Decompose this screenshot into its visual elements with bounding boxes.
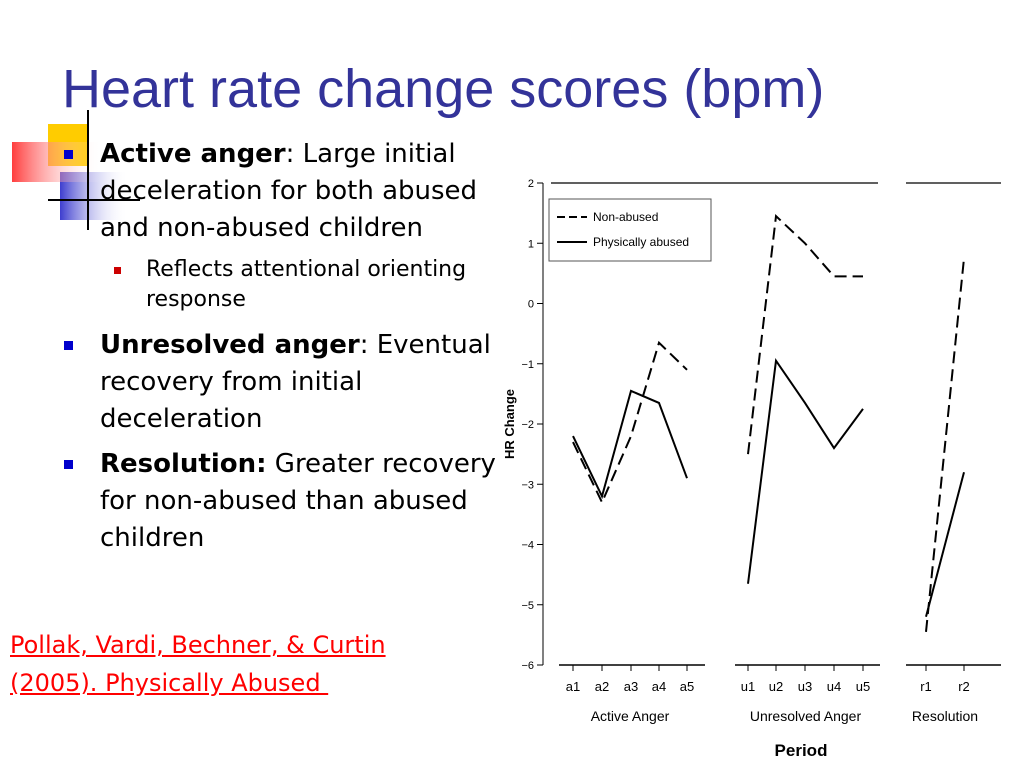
bullet-punct: :	[285, 139, 295, 169]
series-line-physically-abused	[572, 389, 688, 500]
bullet-list: Active anger: Large initial deceleration…	[60, 136, 500, 596]
x-axis-label: Period	[775, 741, 828, 760]
group-label: Unresolved Anger	[750, 708, 862, 724]
x-tick-label: a1	[566, 679, 580, 694]
y-tick-label: 0	[528, 299, 534, 311]
citation-link[interactable]: Pollak, Vardi, Bechner, & Curtin (2005).…	[10, 626, 386, 702]
sub-bullet-item: Reflects attentional orienting response	[100, 255, 500, 315]
series-line-non-abused	[925, 258, 965, 633]
bullet-bold: Unresolved anger	[100, 330, 360, 360]
legend-box	[548, 198, 712, 262]
slide-title: Heart rate change scores (bpm)	[62, 59, 825, 119]
y-tick-label: −3	[521, 479, 534, 491]
bullet-punct: :	[359, 330, 369, 360]
bullet-marker	[64, 460, 73, 469]
bullet-text: Resolution: Greater recovery for non-abu…	[100, 449, 496, 553]
bullet-item-active-anger: Active anger: Large initial deceleration…	[60, 136, 500, 315]
y-tick-label: −6	[521, 660, 534, 672]
x-tick-label: u2	[769, 679, 783, 694]
sub-bullet-list: Reflects attentional orienting response	[100, 255, 500, 315]
y-tick-label: 2	[528, 178, 534, 190]
citation-line[interactable]: Pollak, Vardi, Bechner, & Curtin	[10, 631, 386, 659]
x-tick-label: a4	[652, 679, 666, 694]
bullet-item-resolution: Resolution: Greater recovery for non-abu…	[60, 446, 500, 557]
sub-bullet-text: Reflects attentional orienting response	[146, 257, 467, 312]
x-tick-label: r1	[920, 679, 932, 694]
chart-svg: 2 1 0 −1 −2 −3 −4 −5 −6 HR Change a1 a2 a3 a4 a5 Active…	[502, 178, 1001, 760]
bullet-item-unresolved-anger: Unresolved anger: Eventual recovery from…	[60, 327, 500, 438]
y-tick-label: 1	[528, 238, 534, 250]
series-line-non-abused	[747, 214, 863, 455]
y-tick-label: −5	[521, 600, 534, 612]
bullet-body: Greater recovery for non-abused than abu…	[100, 449, 496, 553]
bullet-text: Active anger: Large initial deceleration…	[100, 139, 477, 243]
x-tick-label: u1	[741, 679, 755, 694]
x-tick-label: u5	[856, 679, 870, 694]
y-axis-label: HR Change	[502, 389, 517, 459]
bullet-marker	[64, 341, 73, 350]
group-label: Resolution	[912, 708, 978, 724]
x-tick-label: u4	[827, 679, 841, 694]
x-tick-label: a2	[595, 679, 609, 694]
y-tick-label: −4	[521, 540, 534, 552]
bullet-marker	[64, 150, 73, 159]
y-tick-label: −2	[521, 419, 534, 431]
bullet-bold: Resolution:	[100, 449, 267, 479]
bullet-body: Large initial deceleration for both abus…	[100, 139, 478, 243]
legend-label: Physically abused	[593, 235, 689, 249]
bullet-bold: Active anger	[100, 139, 286, 169]
x-tick-label: r2	[958, 679, 970, 694]
legend-label: Non-abused	[593, 210, 658, 224]
bullet-body: Eventual recovery from initial decelerat…	[100, 330, 491, 434]
y-tick-label: −1	[521, 359, 534, 371]
sub-bullet-marker	[114, 267, 121, 274]
x-tick-label: a3	[624, 679, 638, 694]
series-line-physically-abused	[747, 357, 864, 584]
decoration-squares	[12, 110, 140, 230]
hr-change-chart: 2 1 0 −1 −2 −3 −4 −5 −6 HR Change a1 a2 a3 a4 a5 Active…	[495, 160, 1024, 768]
bullet-text: Unresolved anger: Eventual recovery from…	[100, 330, 491, 434]
series-line-physically-abused	[925, 471, 965, 618]
x-tick-label: u3	[798, 679, 812, 694]
x-tick-label: a5	[680, 679, 694, 694]
series-line-non-abused	[572, 340, 688, 505]
citation-line[interactable]: (2005). Physically Abused	[10, 669, 329, 697]
group-label: Active Anger	[591, 708, 670, 724]
